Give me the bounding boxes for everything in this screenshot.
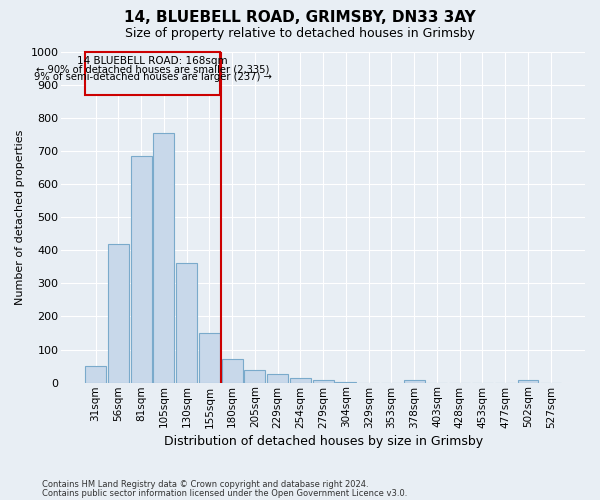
Bar [199,333,220,382]
Bar [404,380,425,382]
Bar [290,378,311,382]
Text: 14 BLUEBELL ROAD: 168sqm: 14 BLUEBELL ROAD: 168sqm [77,56,228,66]
Bar [221,360,242,382]
Bar [154,132,175,382]
Text: Contains HM Land Registry data © Crown copyright and database right 2024.: Contains HM Land Registry data © Crown c… [42,480,368,489]
Text: ← 90% of detached houses are smaller (2,335): ← 90% of detached houses are smaller (2,… [36,64,269,74]
Bar [176,264,197,382]
Bar [244,370,265,382]
Bar [85,366,106,382]
X-axis label: Distribution of detached houses by size in Grimsby: Distribution of detached houses by size … [164,434,483,448]
Y-axis label: Number of detached properties: Number of detached properties [15,130,25,305]
Bar [267,374,288,382]
FancyBboxPatch shape [85,52,220,95]
Bar [108,244,129,382]
Bar [131,156,152,382]
Text: 14, BLUEBELL ROAD, GRIMSBY, DN33 3AY: 14, BLUEBELL ROAD, GRIMSBY, DN33 3AY [124,10,476,25]
Text: 9% of semi-detached houses are larger (237) →: 9% of semi-detached houses are larger (2… [34,72,272,82]
Text: Contains public sector information licensed under the Open Government Licence v3: Contains public sector information licen… [42,488,407,498]
Bar [518,380,538,382]
Text: Size of property relative to detached houses in Grimsby: Size of property relative to detached ho… [125,28,475,40]
Bar [313,380,334,382]
